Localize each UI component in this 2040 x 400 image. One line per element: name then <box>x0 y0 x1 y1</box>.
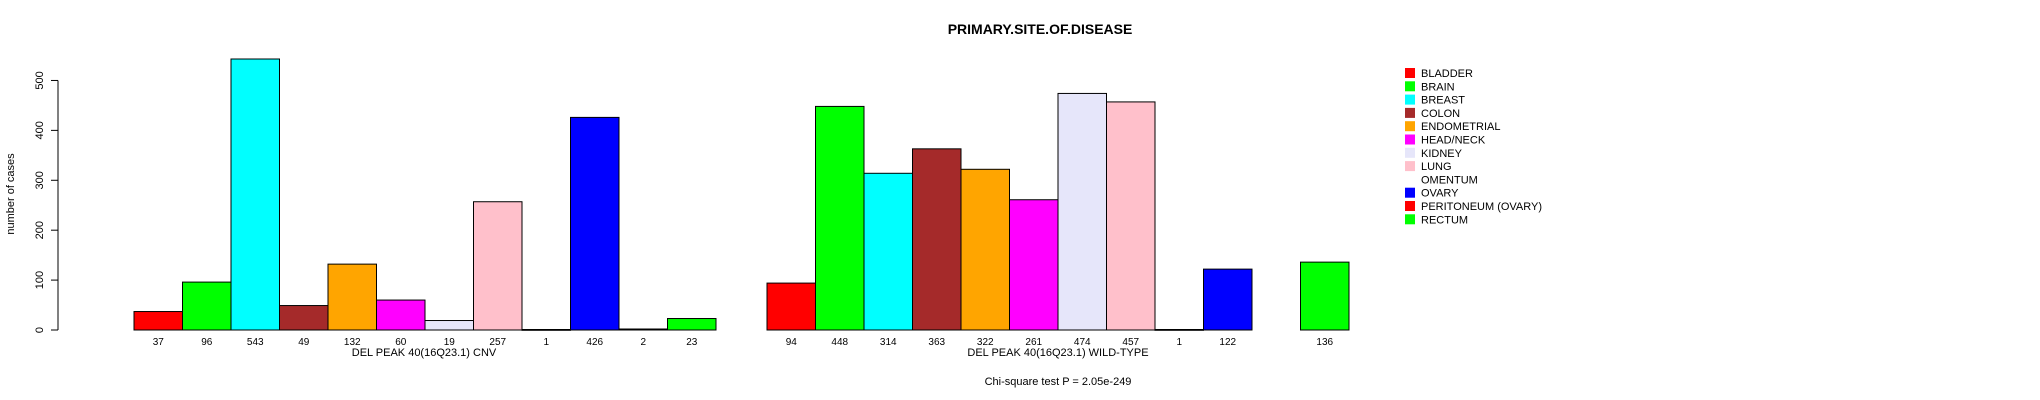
legend-swatch-omentum <box>1405 174 1415 185</box>
count-label: 426 <box>586 337 603 348</box>
y-tick-label: 0 <box>34 327 46 333</box>
legend-label-rectum: RECTUM <box>1421 214 1468 226</box>
bar-ovary <box>1203 268 1253 331</box>
bar-brain <box>815 105 865 331</box>
count-label: 261 <box>1025 337 1042 348</box>
legend-label-peritoneum-ovary: PERITONEUM (OVARY) <box>1421 201 1542 213</box>
legend-swatch-kidney <box>1405 147 1415 158</box>
bar-head-neck <box>1009 199 1059 331</box>
y-tick-label: 500 <box>34 71 46 89</box>
legend-swatch-head-neck <box>1405 134 1415 145</box>
legend-label-lung: LUNG <box>1421 161 1452 173</box>
legend-swatch-peritoneum-ovary <box>1405 201 1415 211</box>
bar-kidney <box>1057 92 1107 331</box>
count-label: 448 <box>831 337 848 348</box>
count-label: 132 <box>344 337 361 348</box>
bar-colon <box>912 148 962 331</box>
count-label: 60 <box>395 337 407 348</box>
legend-label-colon: COLON <box>1421 108 1460 120</box>
count-label: 457 <box>1122 337 1139 348</box>
bar-bladder <box>133 311 183 331</box>
bar-omentum <box>1154 329 1204 331</box>
chart-title: PRIMARY.SITE.OF.DISEASE <box>948 21 1133 37</box>
y-tick-label: 300 <box>34 171 46 189</box>
legend-label-head-neck: HEAD/NECK <box>1421 135 1486 147</box>
x-axis-label-cnv: DEL PEAK 40(16Q23.1) CNV <box>352 347 497 359</box>
bar-endometrial <box>327 263 377 331</box>
count-label: 474 <box>1074 337 1091 348</box>
bar-ovary <box>570 116 620 331</box>
bar-head-neck <box>376 299 426 331</box>
legend-swatch-bladder <box>1405 68 1415 78</box>
legend-label-brain: BRAIN <box>1421 81 1455 93</box>
count-label: 363 <box>928 337 945 348</box>
legend-swatch-brain <box>1405 81 1415 92</box>
bar-lung <box>473 201 523 331</box>
legend-label-bladder: BLADDER <box>1421 68 1473 80</box>
x-axis-label-wild-type: DEL PEAK 40(16Q23.1) WILD-TYPE <box>967 347 1148 359</box>
count-label: 2 <box>640 337 646 348</box>
bar-lung <box>1106 101 1156 331</box>
count-label: 37 <box>153 337 165 348</box>
count-label: 122 <box>1219 337 1236 348</box>
legend-label-ovary: OVARY <box>1421 188 1459 200</box>
count-label: 322 <box>977 337 994 348</box>
bar-peritoneum-ovary <box>618 328 668 331</box>
plot-cnv: 37 96 543 49 132 60 19 257 1 426 2 23 <box>133 58 717 348</box>
count-label: 136 <box>1316 337 1333 348</box>
y-axis-label: number of cases <box>5 153 17 235</box>
bar-colon <box>279 305 329 331</box>
bar-breast <box>863 172 913 331</box>
legend-label-endometrial: ENDOMETRIAL <box>1421 121 1500 133</box>
count-label: 543 <box>247 337 264 348</box>
count-label: 257 <box>489 337 506 348</box>
count-label: 1 <box>1176 337 1182 348</box>
legend-swatch-endometrial <box>1405 121 1415 132</box>
count-label: 23 <box>686 337 698 348</box>
y-tick-label: 200 <box>34 221 46 239</box>
bar-rectum <box>667 318 717 331</box>
plot-wild-type: 94 448 314 363 322 261 474 457 1 122 136 <box>766 92 1350 348</box>
bar-kidney <box>424 320 474 331</box>
legend-swatch-lung <box>1405 161 1415 172</box>
bar-omentum <box>521 329 571 331</box>
bar-brain <box>182 281 232 331</box>
y-axis: 0 100 200 300 400 500 <box>34 71 59 333</box>
count-label: 96 <box>201 337 213 348</box>
legend-swatch-ovary <box>1405 187 1415 198</box>
legend-swatch-breast <box>1405 94 1415 105</box>
legend-swatch-rectum <box>1405 214 1415 225</box>
count-label: 1 <box>543 337 549 348</box>
bar-bladder <box>766 282 816 331</box>
count-label: 314 <box>880 337 897 348</box>
legend-label-omentum: OMENTUM <box>1421 174 1478 186</box>
bar-rectum <box>1300 261 1350 331</box>
bar-breast <box>230 58 280 331</box>
legend-label-kidney: KIDNEY <box>1421 148 1463 160</box>
bar-endometrial <box>960 168 1010 331</box>
legend-label-breast: BREAST <box>1421 95 1465 107</box>
y-tick-label: 100 <box>34 271 46 289</box>
chi-square-footnote: Chi-square test P = 2.05e-249 <box>985 376 1132 388</box>
legend-swatch-colon <box>1405 107 1415 118</box>
y-tick-label: 400 <box>34 121 46 139</box>
count-label: 94 <box>786 337 798 348</box>
count-label: 49 <box>298 337 310 348</box>
count-label: 19 <box>444 337 456 348</box>
